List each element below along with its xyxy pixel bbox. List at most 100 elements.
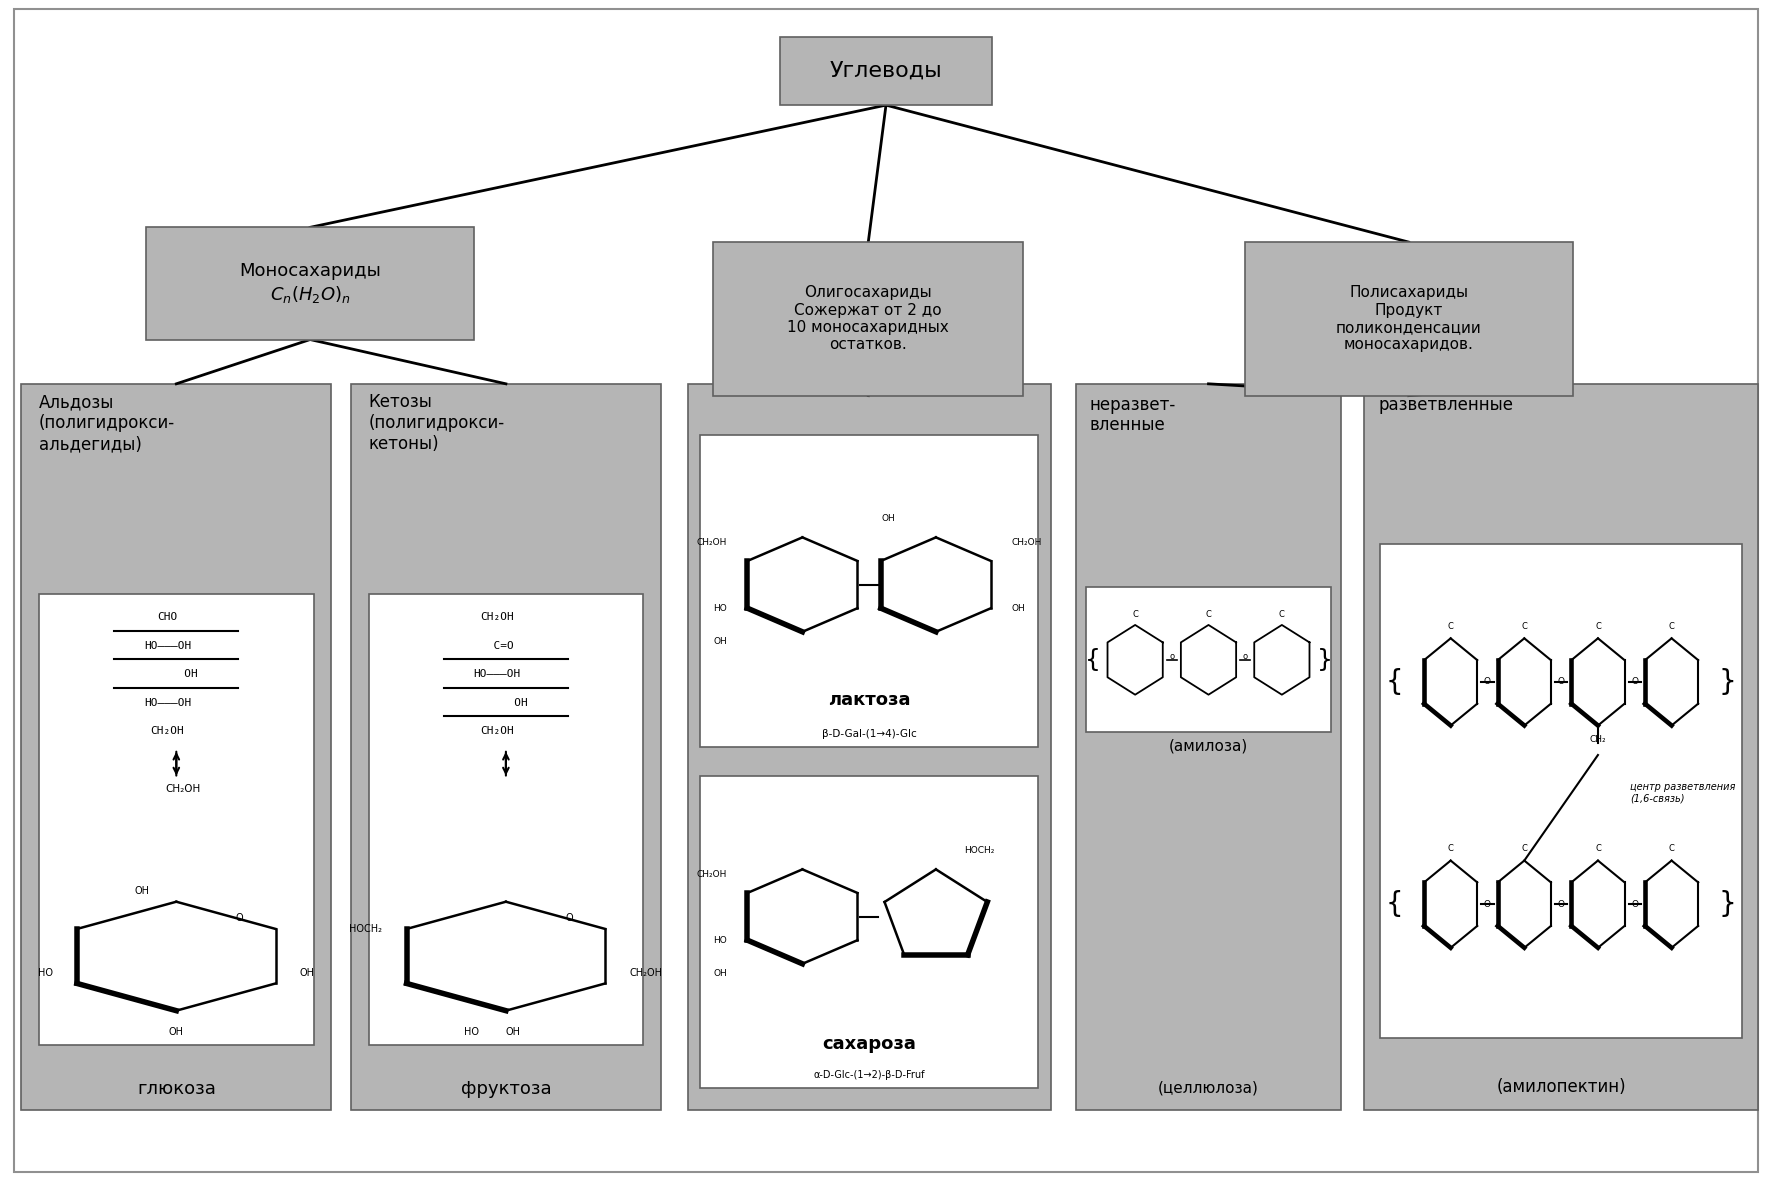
Polygon shape xyxy=(884,869,987,954)
Text: C: C xyxy=(1595,844,1600,854)
Polygon shape xyxy=(1108,625,1162,694)
Text: фруктоза: фруктоза xyxy=(461,1081,551,1098)
Polygon shape xyxy=(748,869,858,964)
Polygon shape xyxy=(1497,861,1550,947)
Text: глюкоза: глюкоза xyxy=(136,1081,216,1098)
Text: Полисахариды
Продукт
поликонденсации
моносахаридов.: Полисахариды Продукт поликонденсации мон… xyxy=(1336,286,1481,352)
Text: OH: OH xyxy=(135,886,149,896)
Polygon shape xyxy=(748,537,858,632)
Text: {: { xyxy=(1386,890,1403,918)
Text: HOCH₂: HOCH₂ xyxy=(964,847,994,855)
Text: O: O xyxy=(1632,678,1639,686)
Text: O: O xyxy=(1558,900,1565,908)
Text: OH: OH xyxy=(168,1027,184,1037)
Text: O: O xyxy=(565,913,572,924)
FancyBboxPatch shape xyxy=(688,384,1051,1110)
Text: O: O xyxy=(1483,900,1490,908)
Polygon shape xyxy=(1255,625,1310,694)
Polygon shape xyxy=(1425,861,1478,947)
Text: }: } xyxy=(1719,668,1737,696)
Text: (амилопектин): (амилопектин) xyxy=(1496,1078,1627,1096)
Text: Углеводы: Углеводы xyxy=(829,61,943,80)
Text: {: { xyxy=(1084,648,1100,672)
Text: HO: HO xyxy=(37,967,53,978)
FancyBboxPatch shape xyxy=(700,776,1038,1089)
Text: HO———OH: HO———OH xyxy=(144,640,191,651)
Text: CH₂OH: CH₂OH xyxy=(480,726,514,736)
Polygon shape xyxy=(76,902,276,1011)
Text: C: C xyxy=(1205,611,1212,619)
Text: OH: OH xyxy=(466,698,528,707)
Text: OH: OH xyxy=(299,967,315,978)
Text: C=O: C=O xyxy=(480,640,514,651)
Text: o: o xyxy=(1242,652,1247,661)
Text: OH: OH xyxy=(505,1027,521,1037)
Text: o: o xyxy=(1170,652,1175,661)
Text: OH: OH xyxy=(136,670,198,679)
Text: CH₂OH: CH₂OH xyxy=(480,612,514,622)
Text: }: } xyxy=(1719,890,1737,918)
FancyBboxPatch shape xyxy=(145,227,473,340)
Polygon shape xyxy=(1644,861,1698,947)
Polygon shape xyxy=(1180,625,1237,694)
FancyBboxPatch shape xyxy=(780,37,992,105)
Text: Кетозы
(полигидрокси-
кетоны): Кетозы (полигидрокси- кетоны) xyxy=(369,393,505,452)
FancyBboxPatch shape xyxy=(39,594,314,1045)
Text: HO: HO xyxy=(712,935,727,945)
Text: C: C xyxy=(1595,622,1600,631)
Text: Моносахариды
$C_n(H_2O)_n$: Моносахариды $C_n(H_2O)_n$ xyxy=(239,262,381,305)
Text: HO: HO xyxy=(464,1027,478,1037)
Text: HO———OH: HO———OH xyxy=(473,670,521,679)
Text: C: C xyxy=(1522,622,1527,631)
Text: (целлюлоза): (целлюлоза) xyxy=(1159,1081,1258,1096)
Text: C: C xyxy=(1669,622,1675,631)
Text: сахароза: сахароза xyxy=(822,1035,916,1053)
Text: CH₂OH: CH₂OH xyxy=(696,870,727,879)
Text: C: C xyxy=(1522,844,1527,854)
Polygon shape xyxy=(406,902,606,1011)
Text: α-D-Glc-(1→2)-β-D-Fruf: α-D-Glc-(1→2)-β-D-Fruf xyxy=(813,1070,925,1081)
FancyBboxPatch shape xyxy=(712,242,1022,396)
Text: C: C xyxy=(1448,844,1453,854)
Text: HO: HO xyxy=(712,603,727,613)
Text: CHO: CHO xyxy=(158,612,177,622)
Text: O: O xyxy=(236,913,243,924)
FancyBboxPatch shape xyxy=(1380,543,1742,1038)
Polygon shape xyxy=(1425,638,1478,725)
Text: O: O xyxy=(1558,678,1565,686)
Text: OH: OH xyxy=(712,637,727,646)
Text: C: C xyxy=(1669,844,1675,854)
FancyBboxPatch shape xyxy=(1086,587,1331,732)
Text: CH₂OH: CH₂OH xyxy=(151,726,184,736)
Text: OH: OH xyxy=(1012,603,1026,613)
Text: β-D-Gal-(1→4)-Glc: β-D-Gal-(1→4)-Glc xyxy=(822,729,916,739)
Text: CH₂OH: CH₂OH xyxy=(629,967,663,978)
Text: C: C xyxy=(1132,611,1138,619)
Text: центр разветвления
(1,6-связь): центр разветвления (1,6-связь) xyxy=(1630,782,1735,804)
FancyBboxPatch shape xyxy=(351,384,661,1110)
Text: OH: OH xyxy=(712,968,727,978)
Text: CH₂OH: CH₂OH xyxy=(696,537,727,547)
Text: лактоза: лактоза xyxy=(828,691,911,709)
Text: CH₂OH: CH₂OH xyxy=(1012,537,1042,547)
FancyBboxPatch shape xyxy=(1076,384,1341,1110)
Polygon shape xyxy=(1572,638,1625,725)
Text: разветвленные: разветвленные xyxy=(1379,396,1513,413)
Text: Олигосахариды
Сожержат от 2 до
10 моносахаридных
остатков.: Олигосахариды Сожержат от 2 до 10 моноса… xyxy=(787,286,950,352)
FancyBboxPatch shape xyxy=(369,594,643,1045)
Text: O: O xyxy=(1483,678,1490,686)
FancyBboxPatch shape xyxy=(700,435,1038,748)
Text: C: C xyxy=(1448,622,1453,631)
Polygon shape xyxy=(881,537,991,632)
Text: неразвет-
вленные: неразвет- вленные xyxy=(1090,396,1177,435)
Text: CH₂OH: CH₂OH xyxy=(167,784,200,794)
Polygon shape xyxy=(1572,861,1625,947)
Polygon shape xyxy=(1644,638,1698,725)
FancyBboxPatch shape xyxy=(1244,242,1572,396)
FancyBboxPatch shape xyxy=(21,384,331,1110)
Text: CH₂: CH₂ xyxy=(1589,735,1605,744)
Text: (амилоза): (амилоза) xyxy=(1170,738,1247,753)
Text: Альдозы
(полигидрокси-
альдегиды): Альдозы (полигидрокси- альдегиды) xyxy=(39,393,175,452)
Text: O: O xyxy=(1632,900,1639,908)
Text: }: } xyxy=(1317,648,1333,672)
